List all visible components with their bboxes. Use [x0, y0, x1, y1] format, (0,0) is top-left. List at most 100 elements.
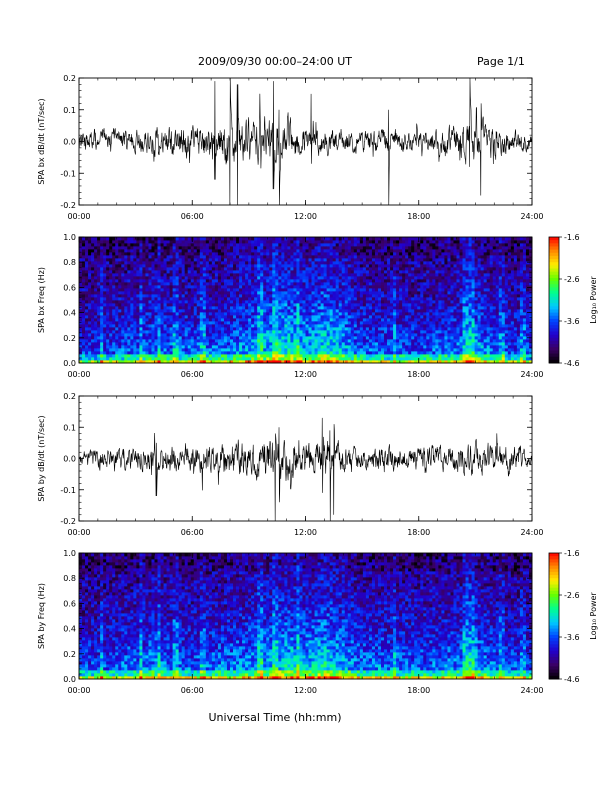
spectrogram-cell	[199, 357, 204, 361]
spectrogram-cell	[299, 312, 303, 316]
spectrogram-cell	[100, 336, 104, 340]
spectrogram-cell	[387, 273, 391, 277]
spectrogram-cell	[302, 348, 306, 352]
spectrogram-cell	[82, 360, 86, 364]
spectrogram-cell	[344, 246, 349, 250]
spectrogram-cell	[199, 333, 204, 337]
spectrogram-cell	[214, 336, 219, 340]
spectrogram-cell	[296, 255, 300, 259]
spectrogram-cell	[103, 360, 107, 364]
spectrogram-cell	[420, 288, 424, 292]
spectrogram-cell	[308, 342, 312, 346]
spectrogram-cell	[242, 288, 246, 292]
spectrogram-cell	[272, 294, 276, 298]
spectrogram-cell	[335, 255, 340, 259]
spectrogram-cell	[399, 336, 403, 340]
spectrogram-cell	[196, 318, 201, 322]
spectrogram-cell	[103, 267, 107, 271]
spectrogram-cell	[323, 348, 328, 352]
spectrogram-cell	[190, 327, 195, 331]
spectrogram-cell	[133, 279, 137, 283]
spectrogram-cell	[296, 249, 300, 253]
spectrogram-cell	[230, 345, 234, 349]
spectrogram-cell	[187, 339, 192, 343]
spectrogram-cell	[287, 285, 291, 289]
spectrogram-cell	[278, 237, 282, 241]
spectrogram-cell	[377, 246, 382, 250]
spectrogram-cell	[97, 270, 101, 274]
spectrogram-cell	[154, 258, 158, 262]
spectrogram-cell	[263, 309, 267, 313]
spectrogram-cell	[172, 312, 177, 316]
spectrogram-cell	[178, 285, 183, 289]
spectrogram-cell	[293, 297, 297, 301]
spectrogram-cell	[136, 345, 140, 349]
spectrogram-cell	[157, 360, 161, 364]
spectrogram-cell	[387, 339, 391, 343]
spectrogram-cell	[320, 270, 325, 274]
spectrogram-cell	[329, 339, 334, 343]
spectrogram-cell	[233, 324, 237, 328]
spectrogram-cell	[362, 357, 367, 361]
spectrogram-cell	[130, 246, 134, 250]
spectrogram-cell	[127, 348, 131, 352]
spectrogram-cell	[390, 339, 394, 343]
spectrogram-cell	[157, 354, 161, 358]
spectrogram-cell	[302, 276, 306, 280]
spectrogram-cell	[272, 324, 276, 328]
spectrogram-cell	[308, 240, 312, 244]
spectrogram-cell	[329, 327, 334, 331]
spectrogram-cell	[269, 258, 273, 262]
spectrogram-cell	[402, 252, 406, 256]
spectrogram-cell	[163, 276, 167, 280]
spectrogram-cell	[384, 255, 388, 259]
spectrogram-cell	[169, 300, 174, 304]
spectrogram-cell	[329, 249, 334, 253]
spectrogram-cell	[408, 333, 412, 337]
spectrogram-cell	[384, 267, 388, 271]
spectrogram-cell	[190, 339, 195, 343]
spectrogram-cell	[91, 300, 95, 304]
spectrogram-cell	[193, 345, 198, 349]
spectrogram-cell	[393, 288, 397, 292]
spectrogram-cell	[91, 273, 95, 277]
spectrogram-cell	[272, 267, 276, 271]
spectrogram-cell	[423, 333, 427, 337]
spectrogram-cell	[202, 339, 207, 343]
spectrogram-cell	[384, 282, 388, 286]
spectrogram-cell	[293, 288, 297, 292]
spectrogram-cell	[281, 306, 285, 310]
spectrogram-cell	[193, 273, 198, 277]
spectrogram-cell	[130, 240, 134, 244]
spectrogram-cell	[260, 252, 264, 256]
spectrogram-cell	[341, 267, 346, 271]
spectrogram-cell	[230, 261, 234, 265]
spectrogram-cell	[293, 252, 297, 256]
spectrogram-cell	[242, 249, 246, 253]
spectrogram-cell	[284, 261, 288, 265]
spectrogram-cell	[88, 267, 92, 271]
spectrogram-cell	[220, 258, 225, 262]
spectrogram-cell	[393, 309, 397, 313]
spectrogram-cell	[151, 333, 155, 337]
spectrogram-cell	[112, 357, 116, 361]
spectrogram-cell	[175, 267, 180, 271]
spectrogram-cell	[94, 288, 98, 292]
spectrogram-cell	[408, 321, 412, 325]
spectrogram-cell	[314, 246, 318, 250]
spectrogram-cell	[193, 243, 198, 247]
spectrogram-cell	[326, 315, 331, 319]
spectrogram-cell	[296, 279, 300, 283]
spectrogram-cell	[163, 270, 167, 274]
spectrogram-cell	[329, 318, 334, 322]
spectrogram-cell	[214, 267, 219, 271]
spectrogram-cell	[242, 309, 246, 313]
spectrogram-cell	[133, 309, 137, 313]
spectrogram-cell	[287, 237, 291, 241]
spectrogram-cell	[148, 342, 152, 346]
spectrogram-cell	[329, 312, 334, 316]
spectrogram-cell	[202, 264, 207, 268]
spectrogram-cell	[353, 255, 358, 259]
spectrogram-cell	[187, 342, 192, 346]
spectrogram-cell	[344, 258, 349, 262]
